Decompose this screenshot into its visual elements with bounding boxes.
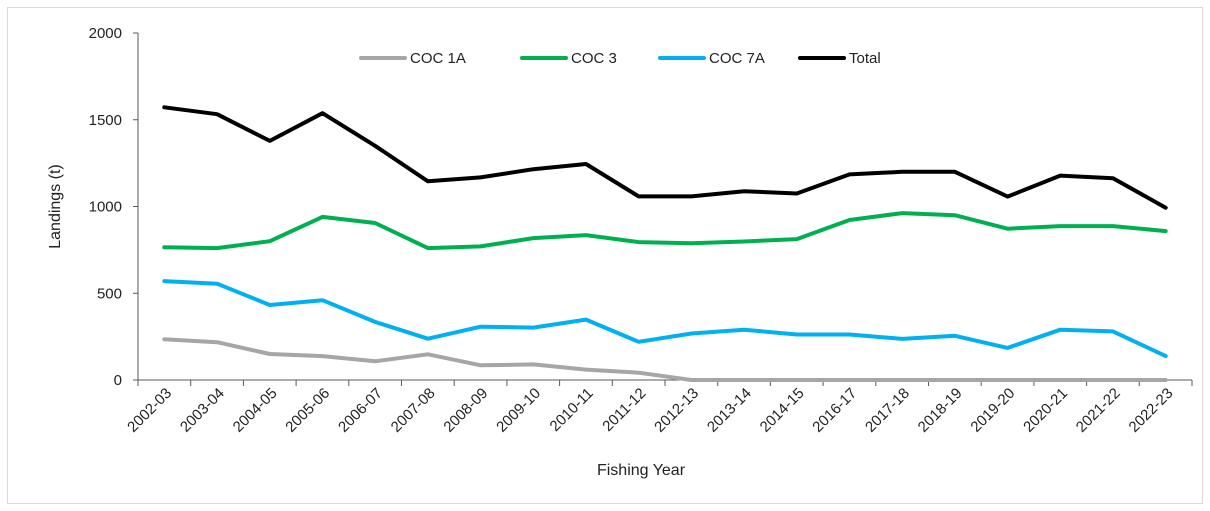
series-lines	[162, 105, 1168, 382]
x-tick-label: 2011-12	[599, 385, 649, 435]
y-axis-title: Landings (t)	[47, 164, 64, 249]
y-tick-label: 0	[114, 372, 122, 389]
x-tick-label: 2021-22	[1073, 385, 1124, 436]
x-tick-label: 2004-05	[230, 385, 281, 436]
x-tick-label: 2013-14	[704, 385, 755, 436]
x-tick-label: 2008-09	[440, 385, 491, 436]
y-tick-label: 2000	[89, 25, 122, 42]
x-tick-label: 2005-06	[282, 385, 333, 436]
x-tick-label: 2010-11	[547, 385, 597, 435]
y-tick-label: 1500	[89, 112, 122, 129]
legend: COC 1A COC 3 COC 7A Total	[359, 50, 881, 67]
series-line-coc-7a	[162, 279, 1168, 359]
legend-label-coc-1a: COC 1A	[410, 50, 466, 67]
y-axis-ticks: 0 500 1000 1500 2000	[89, 25, 138, 389]
series-line-coc-3	[162, 211, 1168, 251]
legend-label-coc-3: COC 3	[571, 50, 617, 67]
x-tick-label: 2006-07	[335, 385, 386, 436]
x-tick-label: 2012-13	[651, 385, 702, 436]
x-axis-ticks: 2002-03 2003-04 2004-05 2005-06 2006-07 2007-…	[124, 380, 1193, 436]
x-tick-label: 2016-17	[809, 385, 860, 436]
legend-label-total: Total	[849, 50, 881, 67]
x-tick-label: 2003-04	[177, 385, 228, 436]
x-tick-label: 2022-23	[1126, 385, 1177, 436]
x-tick-label: 2020-21	[1020, 385, 1071, 436]
x-tick-label: 2019-20	[967, 385, 1018, 436]
series-line-coc-1a	[162, 337, 1168, 382]
legend-label-coc-7a: COC 7A	[709, 50, 765, 67]
x-tick-label: 2018-19	[915, 385, 966, 436]
x-tick-label: 2014-15	[757, 385, 808, 436]
x-tick-label: 2002-03	[124, 385, 175, 436]
x-tick-label: 2007-08	[388, 385, 439, 436]
chart-frame	[7, 7, 1203, 504]
x-tick-label: 2017-18	[862, 385, 913, 436]
x-tick-label: 2009-10	[493, 385, 544, 436]
x-axis-title: Fishing Year	[597, 462, 686, 479]
chart-axes	[137, 33, 1192, 381]
y-tick-label: 1000	[89, 199, 122, 216]
y-tick-label: 500	[97, 285, 122, 302]
series-line-total	[162, 105, 1168, 210]
